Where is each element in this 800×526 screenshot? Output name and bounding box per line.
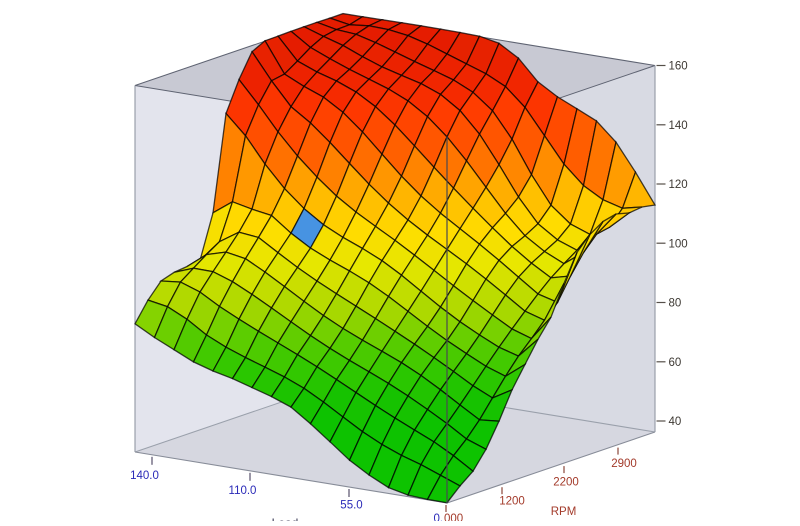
svg-text:2200: 2200 (553, 477, 579, 489)
svg-text:2900: 2900 (611, 458, 637, 470)
svg-text:40: 40 (669, 416, 682, 428)
svg-text:000: 000 (444, 513, 463, 521)
svg-text:120: 120 (669, 179, 688, 191)
svg-text:60: 60 (669, 357, 682, 369)
svg-text:0.: 0. (434, 513, 444, 521)
svg-text:Load: Load (272, 516, 299, 521)
svg-text:140.0: 140.0 (130, 470, 159, 482)
svg-text:100: 100 (669, 238, 688, 250)
svg-text:160: 160 (669, 61, 688, 73)
svg-text:1200: 1200 (499, 496, 525, 508)
svg-text:80: 80 (669, 298, 682, 310)
svg-text:110.0: 110.0 (229, 485, 257, 497)
svg-text:RPM: RPM (551, 506, 577, 518)
svg-text:140: 140 (669, 120, 688, 132)
svg-text:55.0: 55.0 (340, 500, 362, 512)
